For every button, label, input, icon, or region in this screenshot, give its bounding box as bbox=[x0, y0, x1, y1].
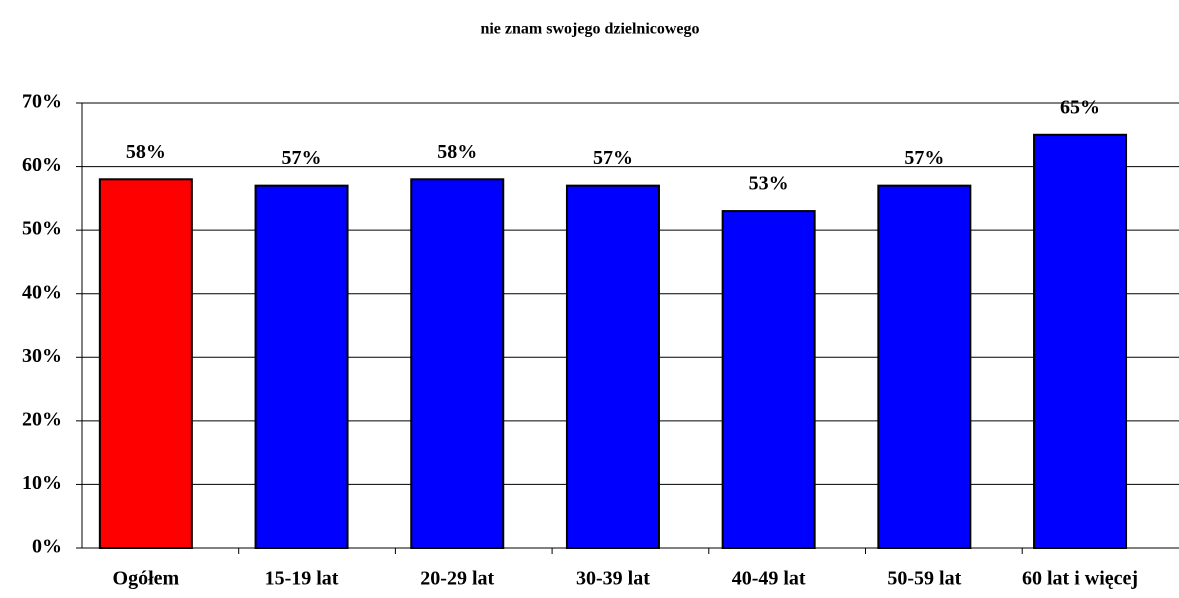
value-label: 53% bbox=[749, 173, 789, 195]
y-tick-label: 50% bbox=[22, 218, 62, 240]
bar bbox=[877, 184, 972, 549]
x-tick-label: Ogółem bbox=[113, 568, 180, 590]
y-tick-label: 60% bbox=[22, 154, 62, 176]
bar bbox=[410, 178, 505, 550]
y-tick-label: 20% bbox=[22, 408, 62, 430]
value-label: 65% bbox=[1060, 96, 1100, 118]
x-tick-label: 15-19 lat bbox=[265, 568, 339, 590]
y-tick-label: 0% bbox=[32, 536, 62, 558]
x-tick-label: 20-29 lat bbox=[420, 568, 494, 590]
bar bbox=[721, 210, 816, 549]
value-label: 57% bbox=[904, 147, 944, 169]
x-tick-label: 40-49 lat bbox=[732, 568, 806, 590]
value-label: 57% bbox=[593, 147, 633, 169]
x-tick-label: 30-39 lat bbox=[576, 568, 650, 590]
bar bbox=[254, 184, 349, 549]
bar bbox=[565, 184, 660, 549]
y-tick-label: 40% bbox=[22, 281, 62, 303]
x-tick-label: 50-59 lat bbox=[887, 568, 961, 590]
y-tick-label: 30% bbox=[22, 345, 62, 367]
y-tick-label: 70% bbox=[22, 91, 62, 113]
value-label: 57% bbox=[282, 147, 322, 169]
bar bbox=[98, 178, 193, 550]
value-label: 58% bbox=[437, 141, 477, 163]
y-tick-label: 10% bbox=[22, 472, 62, 494]
chart-title: nie znam swojego dzielnicowego bbox=[480, 21, 699, 38]
bar bbox=[1033, 133, 1128, 550]
x-tick-label: 60 lat i więcej bbox=[1022, 568, 1138, 590]
value-label: 58% bbox=[126, 141, 166, 163]
